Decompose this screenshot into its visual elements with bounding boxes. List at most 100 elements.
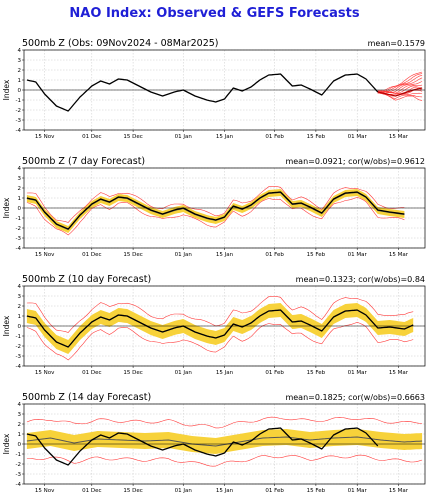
y-tick-label: 1 xyxy=(18,196,22,202)
y-tick-label: -4 xyxy=(16,482,22,488)
chart-panel-1: 500mb Z (Obs: 09Nov2024 - 08Mar2025) mean… xyxy=(2,38,426,140)
y-tick-label: 3 xyxy=(18,176,22,182)
x-tick-label: 01 Feb xyxy=(265,370,284,376)
x-tick-label: 15 Dec xyxy=(123,134,142,140)
y-tick-label: 1 xyxy=(18,78,22,84)
ensemble-member-line xyxy=(26,296,414,333)
panel-stats: mean=0.1323; cor(w/obs)=0.84 xyxy=(296,275,425,284)
spread-band xyxy=(26,189,405,233)
x-tick-label: 15 Dec xyxy=(123,370,142,376)
panel-title: 500mb Z (10 day Forecast) xyxy=(22,274,151,285)
y-tick-label: 4 xyxy=(18,402,22,408)
y-tick-label: 4 xyxy=(18,284,22,290)
x-tick-label: 15 Feb xyxy=(307,370,326,376)
x-tick-label: 01 Jan xyxy=(175,134,193,140)
y-tick-label: 3 xyxy=(18,294,22,300)
y-tick-label: 4 xyxy=(18,166,22,172)
y-tick-label: 2 xyxy=(18,304,22,310)
x-tick-label: 01 Dec xyxy=(82,134,101,140)
x-tick-label: 01 Dec xyxy=(82,488,101,494)
x-tick-label: 15 Mar xyxy=(389,370,409,376)
x-tick-label: 01 Feb xyxy=(265,488,284,494)
plot-frame xyxy=(23,285,426,367)
x-tick-label: 15 Jan xyxy=(216,370,234,376)
y-tick-label: -3 xyxy=(16,118,22,124)
plume-member-line xyxy=(377,75,423,93)
y-tick-label: -3 xyxy=(16,354,22,360)
chart-panel-3: 500mb Z (10 day Forecast) mean=0.1323; co… xyxy=(2,274,426,376)
ensemble-member-line xyxy=(26,196,405,236)
observed-line xyxy=(26,191,405,230)
y-tick-label: -2 xyxy=(16,108,21,114)
y-tick-label: -4 xyxy=(16,128,22,134)
observed-line xyxy=(26,309,414,348)
y-tick-label: -1 xyxy=(16,452,21,458)
y-tick-label: 0 xyxy=(18,88,22,94)
y-tick-label: 1 xyxy=(18,314,22,320)
y-tick-label: 3 xyxy=(18,412,22,418)
y-tick-label: -3 xyxy=(16,236,22,242)
plume-member-line xyxy=(377,89,423,95)
x-tick-label: 01 Jan xyxy=(175,370,193,376)
y-axis-label: Index xyxy=(2,79,11,100)
x-tick-label: 15 Nov xyxy=(35,252,55,258)
x-tick-label: 01 Jan xyxy=(175,252,193,258)
x-tick-label: 01 Mar xyxy=(348,252,368,258)
figure-title: NAO Index: Observed & GEFS Forecasts xyxy=(69,6,360,21)
y-tick-label: 2 xyxy=(18,68,22,74)
x-tick-label: 15 Mar xyxy=(389,252,409,258)
y-axis-label: Index xyxy=(2,433,11,454)
x-tick-label: 15 Mar xyxy=(389,488,409,494)
x-tick-label: 15 Feb xyxy=(307,252,326,258)
plot-frame xyxy=(23,49,426,131)
y-tick-label: -2 xyxy=(16,344,21,350)
y-tick-label: -1 xyxy=(16,334,21,340)
x-tick-label: 01 Mar xyxy=(348,488,368,494)
x-tick-label: 15 Feb xyxy=(307,134,326,140)
chart-panel-2: 500mb Z (7 day Forecast) mean=0.0921; cor… xyxy=(2,156,426,258)
y-tick-label: -4 xyxy=(16,246,22,252)
y-axis-label: Index xyxy=(2,197,11,218)
x-tick-label: 01 Dec xyxy=(82,370,101,376)
y-tick-label: 3 xyxy=(18,58,22,64)
spread-band xyxy=(26,429,423,454)
y-tick-label: 0 xyxy=(18,324,22,330)
chart-panel-4: 500mb Z (14 day Forecast) mean=0.1825; co… xyxy=(2,392,426,494)
x-tick-label: 01 Jan xyxy=(175,488,193,494)
x-tick-label: 15 Jan xyxy=(216,488,234,494)
y-tick-label: 2 xyxy=(18,186,22,192)
y-tick-label: 1 xyxy=(18,432,22,438)
panel-title: 500mb Z (7 day Forecast) xyxy=(22,156,145,167)
y-tick-label: -1 xyxy=(16,216,21,222)
x-tick-label: 15 Nov xyxy=(35,134,55,140)
panel-stats: mean=0.0921; cor(w/obs)=0.9612 xyxy=(285,157,425,166)
x-tick-label: 15 Jan xyxy=(216,252,234,258)
x-tick-label: 15 Feb xyxy=(307,488,326,494)
x-tick-label: 15 Mar xyxy=(389,134,409,140)
x-tick-label: 15 Jan xyxy=(216,134,234,140)
x-tick-label: 15 Nov xyxy=(35,488,55,494)
panel-stats: mean=0.1825; cor(w/obs)=0.6663 xyxy=(285,393,425,402)
x-tick-label: 15 Dec xyxy=(123,488,142,494)
observed-line xyxy=(26,427,379,466)
y-tick-label: -1 xyxy=(16,98,21,104)
plume-mean-line xyxy=(377,87,423,97)
plot-frame xyxy=(23,167,426,249)
observed-line xyxy=(26,73,379,112)
plume-member-line xyxy=(377,73,423,93)
plot-frame xyxy=(23,403,426,485)
y-tick-label: 2 xyxy=(18,422,22,428)
x-tick-label: 01 Mar xyxy=(348,134,368,140)
y-tick-label: 0 xyxy=(18,206,22,212)
y-tick-label: -2 xyxy=(16,462,21,468)
y-tick-label: -4 xyxy=(16,364,22,370)
panel-stats: mean=0.1579 xyxy=(368,39,425,48)
panel-title: 500mb Z (Obs: 09Nov2024 - 08Mar2025) xyxy=(22,38,219,49)
y-tick-label: -2 xyxy=(16,226,21,232)
y-axis-label: Index xyxy=(2,315,11,336)
ensemble-member-line xyxy=(26,321,414,361)
ensemble-member-line xyxy=(26,186,405,223)
ensemble-member-line xyxy=(26,454,423,467)
